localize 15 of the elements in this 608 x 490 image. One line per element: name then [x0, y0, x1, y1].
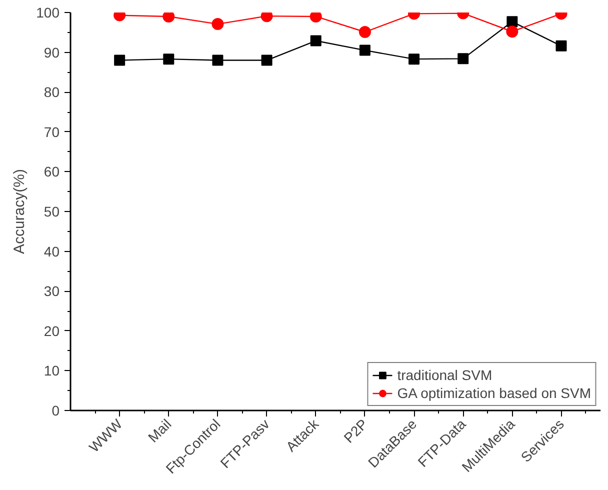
y-tick-label: 30: [44, 283, 60, 300]
y-tick-label: 20: [44, 322, 60, 339]
y-axis-title: Accuracy(%): [11, 168, 28, 254]
y-tick-label: 10: [44, 362, 60, 379]
y-tick-label: 50: [44, 204, 60, 220]
y-tick-label: 100: [36, 4, 60, 20]
y-tick-label: 80: [44, 84, 60, 100]
y-tick-label: 0: [52, 402, 60, 418]
y-tick-label: 40: [44, 243, 60, 260]
y-tick-label: 60: [44, 164, 60, 180]
legend-label: GA optimization based on SVM: [397, 385, 591, 401]
y-tick-label: 70: [44, 124, 60, 140]
legend-label: traditional SVM: [397, 367, 492, 383]
y-tick-label: 90: [44, 44, 60, 60]
x-tick-label: P2P: [340, 416, 371, 446]
